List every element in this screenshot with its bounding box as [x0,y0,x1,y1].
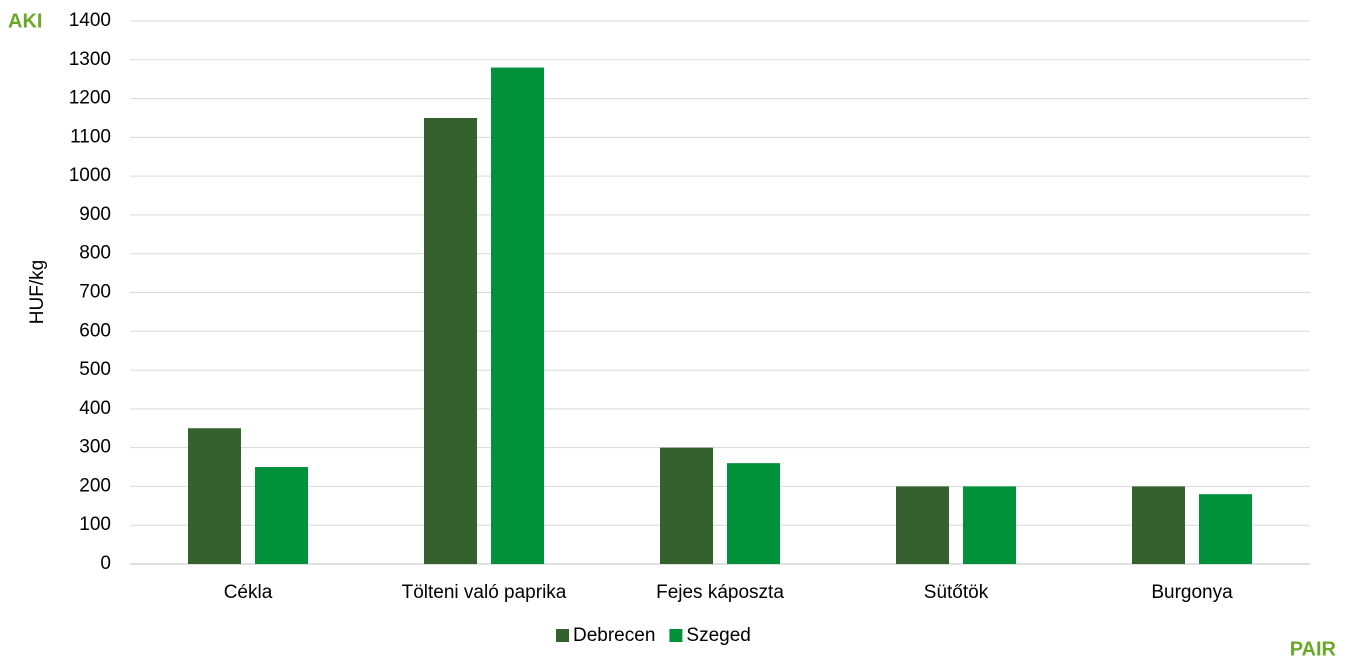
bar [963,486,1016,564]
y-tick-label: 1000 [69,165,111,186]
y-tick-label: 900 [79,204,111,225]
x-tick-label: Cékla [224,582,273,603]
y-tick-label: 1200 [69,88,111,109]
x-tick-label: Fejes káposzta [656,582,784,603]
legend-swatch [556,629,569,642]
bar [727,463,780,564]
bar [896,486,949,564]
y-tick-label: 1300 [69,49,111,70]
x-tick-label: Sütőtök [924,582,989,603]
legend-label: Szeged [686,625,750,646]
y-tick-label: 300 [79,437,111,458]
logo-pair: PAIR [1290,638,1337,660]
bar [491,67,544,565]
bar [1199,494,1252,564]
y-tick-label: 1100 [70,126,111,147]
y-tick-label: 1400 [69,10,111,31]
bar [188,428,241,564]
x-tick-label: Burgonya [1151,582,1233,603]
x-tick-label: Tölteni való paprika [402,582,567,603]
y-tick-label: 500 [79,359,111,380]
y-tick-label: 600 [79,320,111,341]
bar [255,467,308,564]
y-tick-label: 0 [100,553,111,574]
y-tick-label: 700 [79,282,111,303]
y-tick-label: 100 [79,514,111,535]
y-tick-label: 200 [79,475,111,496]
legend-label: Debrecen [573,625,655,646]
bar [660,447,713,564]
y-axis-label: HUF/kg [27,260,48,324]
bar [424,117,477,564]
y-tick-label: 800 [79,243,111,264]
bar [1132,486,1185,564]
logo-aki: AKI [8,10,42,32]
legend-swatch [669,629,683,642]
y-tick-label: 400 [79,398,111,419]
